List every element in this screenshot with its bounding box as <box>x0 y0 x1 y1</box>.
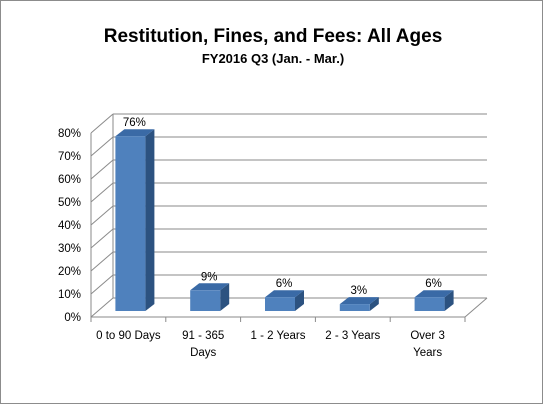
floor-edge <box>464 297 488 318</box>
y-tick-label: 50% <box>58 197 81 209</box>
bar-top <box>115 129 155 137</box>
data-label: 9% <box>201 271 218 283</box>
chart-title: Restitution, Fines, and Fees: All Ages <box>104 26 443 47</box>
data-label: 6% <box>276 278 293 290</box>
gridline-side <box>90 205 114 226</box>
bar <box>339 304 370 311</box>
gridline-side <box>90 251 114 272</box>
bar-top <box>339 297 379 305</box>
bar-side <box>369 297 379 311</box>
y-tick-label: 20% <box>58 266 81 278</box>
bar <box>265 297 295 311</box>
gridline-side <box>90 297 114 318</box>
data-label: 6% <box>425 278 442 290</box>
gridline-side <box>90 159 114 180</box>
bar <box>190 290 221 311</box>
x-tick-label: Years <box>413 347 442 359</box>
bar-side <box>295 290 304 311</box>
bar-side <box>444 290 454 311</box>
y-tick-label: 60% <box>58 174 81 186</box>
y-tick-label: 30% <box>58 243 81 255</box>
x-tick-label: 91 - 365 <box>182 330 224 342</box>
y-tick-label: 10% <box>58 289 81 301</box>
bar <box>115 136 146 311</box>
data-label: 3% <box>350 285 367 297</box>
bar-top <box>265 290 304 298</box>
y-tick-label: 70% <box>58 151 81 163</box>
bar-side <box>220 283 230 311</box>
gridline-side <box>90 182 114 203</box>
plot-area: 0% 10% 20% 30% 40% 50% 60% 70% 80% 76% 0 to 90 Day… <box>58 113 488 359</box>
gridline-side <box>90 274 114 295</box>
x-tick-label: Over 3 <box>410 330 445 342</box>
x-tick-label: 2 - 3 Years <box>325 330 380 342</box>
bar-top <box>190 283 230 291</box>
x-tick-label: 0 to 90 Days <box>96 330 161 342</box>
y-tick-label: 40% <box>58 220 81 232</box>
gridline-side <box>90 136 114 157</box>
y-tick-label: 0% <box>64 312 81 324</box>
x-tick-label: 1 - 2 Years <box>251 330 306 342</box>
gridline-side <box>90 113 114 134</box>
data-label: 76% <box>123 117 146 129</box>
y-tick-label: 80% <box>58 128 81 140</box>
chart-subtitle: FY2016 Q3 (Jan. - Mar.) <box>202 51 344 66</box>
gridline-side <box>90 228 114 249</box>
bar <box>414 297 445 311</box>
bar-top <box>414 290 454 298</box>
bar-side <box>145 129 155 311</box>
x-tick-label: Days <box>190 347 216 359</box>
